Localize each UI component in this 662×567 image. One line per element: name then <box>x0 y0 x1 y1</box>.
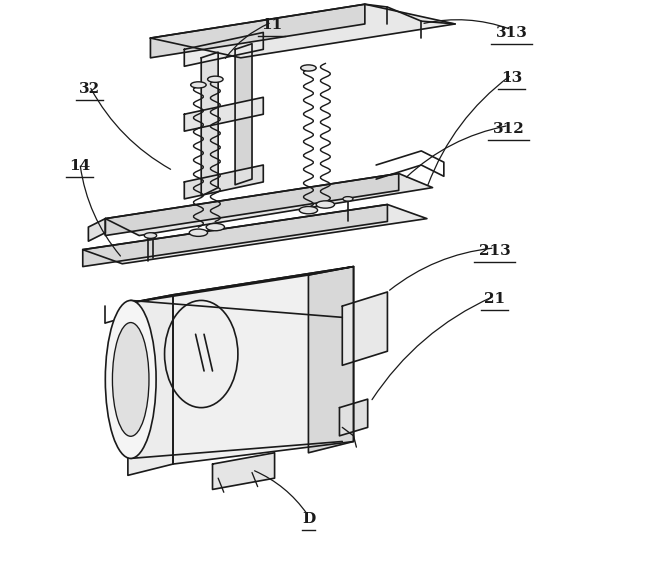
Polygon shape <box>150 4 365 58</box>
Ellipse shape <box>189 229 208 236</box>
Polygon shape <box>83 205 427 264</box>
Text: 13: 13 <box>501 71 522 85</box>
Polygon shape <box>342 292 387 365</box>
Polygon shape <box>201 52 218 196</box>
Ellipse shape <box>301 65 316 71</box>
Polygon shape <box>105 174 432 235</box>
Ellipse shape <box>191 82 206 88</box>
Polygon shape <box>173 266 354 464</box>
Polygon shape <box>308 266 354 453</box>
Ellipse shape <box>105 301 156 458</box>
Text: D: D <box>302 512 315 526</box>
Ellipse shape <box>144 232 157 238</box>
Text: 11: 11 <box>261 18 283 32</box>
Polygon shape <box>184 98 263 131</box>
Polygon shape <box>213 453 275 489</box>
Ellipse shape <box>299 206 318 214</box>
Polygon shape <box>128 295 173 475</box>
Polygon shape <box>184 165 263 199</box>
Text: 21: 21 <box>484 292 505 306</box>
Polygon shape <box>340 399 367 436</box>
Text: 14: 14 <box>70 159 91 174</box>
Text: 313: 313 <box>496 26 528 40</box>
Ellipse shape <box>208 76 223 82</box>
Polygon shape <box>89 219 105 241</box>
Polygon shape <box>150 4 455 58</box>
Polygon shape <box>128 266 354 303</box>
Ellipse shape <box>343 197 353 201</box>
Text: 213: 213 <box>479 244 510 258</box>
Ellipse shape <box>113 323 149 436</box>
Polygon shape <box>83 205 387 266</box>
Text: 312: 312 <box>493 122 524 136</box>
Ellipse shape <box>206 223 224 231</box>
Text: 32: 32 <box>79 82 100 96</box>
Polygon shape <box>235 44 252 185</box>
Polygon shape <box>184 32 263 66</box>
Ellipse shape <box>316 201 334 208</box>
Polygon shape <box>105 174 399 235</box>
